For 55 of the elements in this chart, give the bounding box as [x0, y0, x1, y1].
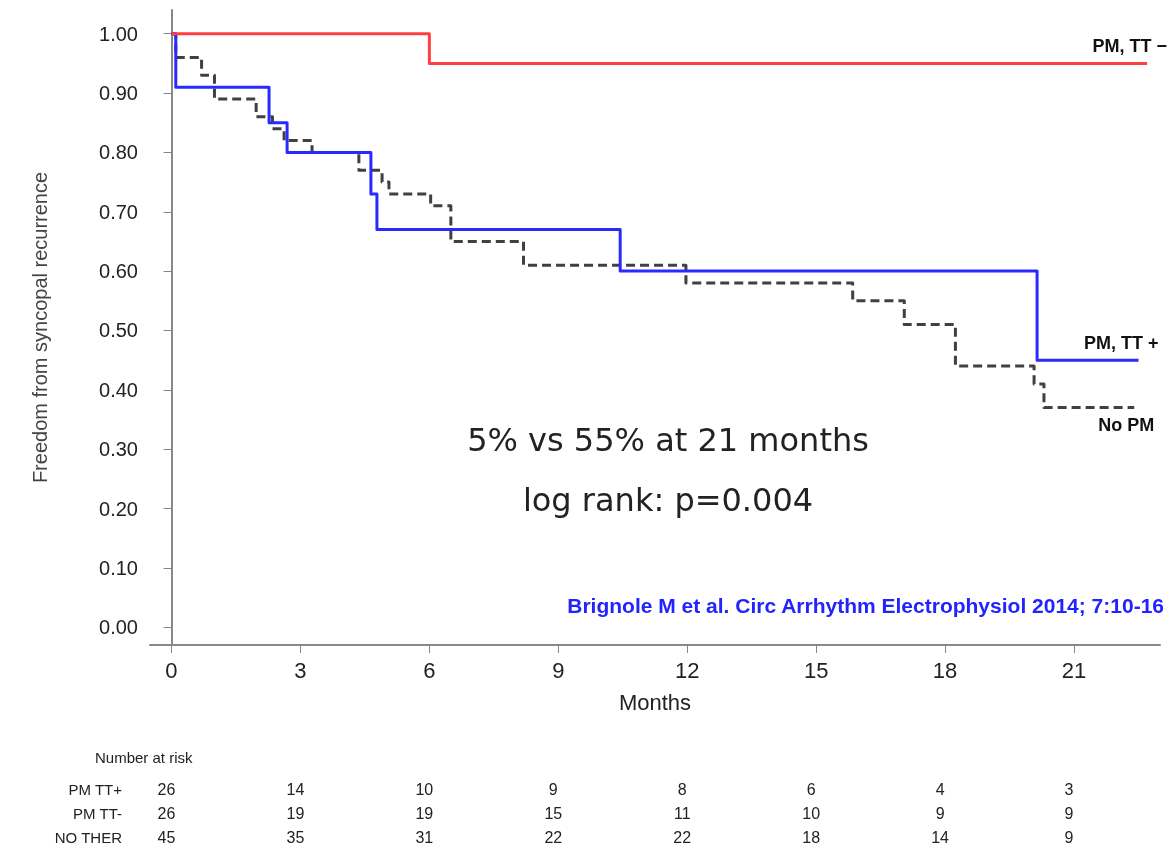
text: 9	[1064, 804, 1074, 822]
x-tick-label: 9	[552, 657, 565, 683]
x-tick-label: 21	[1061, 657, 1087, 683]
text: 19	[415, 804, 434, 822]
text: 35	[286, 828, 305, 846]
text: NO THER	[54, 828, 123, 846]
text: 45	[157, 828, 176, 846]
x-tick-label: 15	[803, 657, 829, 683]
text: PM TT+	[68, 780, 123, 798]
x-tick-label: 0	[165, 657, 178, 683]
y-axis-title: Freedom from syncopal recurrence	[29, 171, 51, 484]
text: 4	[935, 780, 945, 798]
y-tick-label: 0.00	[99, 616, 138, 639]
annotation: 5% vs 55% at 21 months	[467, 421, 869, 459]
text: PM TT-	[73, 804, 122, 822]
text: 10	[415, 780, 434, 798]
y-tick-label: 1.00	[99, 22, 138, 45]
y-tick-label: 0.10	[99, 556, 138, 579]
text: 19	[286, 804, 305, 822]
text: 10	[802, 804, 821, 822]
text: 22	[673, 828, 692, 846]
text: 15	[544, 804, 563, 822]
text: 18	[802, 828, 821, 846]
text: 6	[806, 780, 816, 798]
text: 9	[548, 780, 558, 798]
text: 9	[1064, 828, 1074, 846]
y-tick-label: 0.30	[99, 438, 138, 461]
text: 3	[1064, 780, 1074, 798]
text: 31	[415, 828, 434, 846]
text: 26	[157, 804, 176, 822]
x-tick-label: 18	[932, 657, 958, 683]
x-tick-label: 12	[674, 657, 700, 683]
text: 11	[673, 804, 691, 822]
x-axis-title: Months	[618, 689, 692, 715]
text: Number at risk	[95, 748, 194, 766]
series-label: PM, TT −	[1092, 36, 1168, 57]
text: 9	[935, 804, 945, 822]
y-tick-label: 0.70	[99, 200, 138, 223]
text: 14	[931, 828, 950, 846]
x-tick-label: 3	[294, 657, 307, 683]
y-tick-label: 0.50	[99, 319, 138, 342]
annotation: Brignole M et al. Circ Arrhythm Electrophysiol 2014; 7:10-16	[567, 593, 1164, 617]
y-tick-label: 0.80	[99, 141, 138, 164]
y-tick-label: 0.90	[99, 82, 138, 105]
text: 22	[544, 828, 563, 846]
annotation: log rank: p=0.004	[522, 481, 814, 519]
text: 26	[157, 780, 176, 798]
series-label: PM, TT +	[1083, 333, 1159, 354]
text: 14	[286, 780, 305, 798]
y-tick-label: 0.40	[99, 378, 138, 401]
series-label: No PM	[1098, 414, 1155, 435]
y-tick-label: 0.60	[99, 260, 138, 283]
x-tick-label: 6	[423, 657, 436, 683]
y-tick-label: 0.20	[99, 497, 138, 520]
text: 8	[677, 780, 687, 798]
